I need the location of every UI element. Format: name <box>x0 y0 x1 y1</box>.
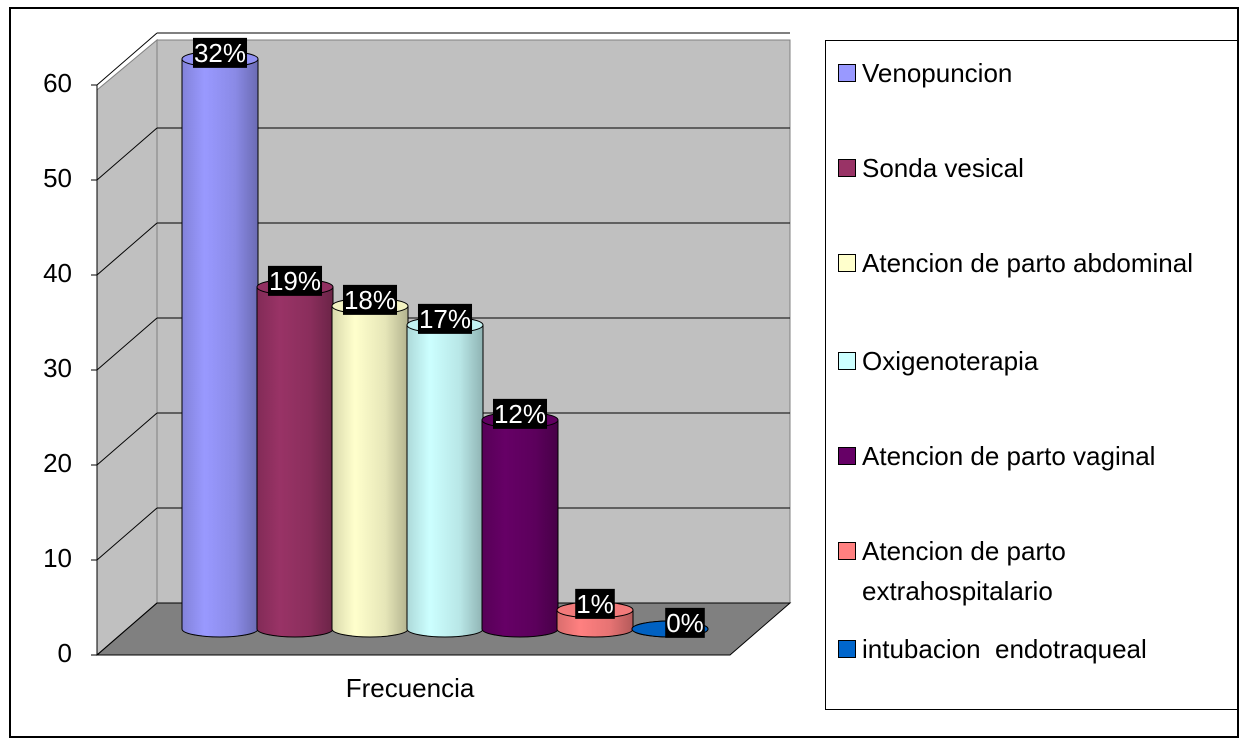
data-label: 19% <box>269 266 321 296</box>
legend-entry: Sonda vesical <box>838 148 1233 188</box>
legend-entry: Venopuncion <box>838 53 1233 93</box>
legend-label: Atencion de parto extrahospitalario <box>862 536 1074 606</box>
data-label-box <box>267 265 323 296</box>
legend-label: Sonda vesical <box>862 153 1024 183</box>
bar <box>407 325 483 629</box>
y-tick-label: 10 <box>43 543 72 573</box>
data-label-box <box>342 284 398 315</box>
legend-swatch <box>838 447 856 465</box>
legend-swatch <box>838 542 856 560</box>
y-tick-label: 60 <box>43 68 72 98</box>
data-label-box <box>192 37 248 68</box>
legend: Venopuncion Sonda vesical Atencion de part… <box>825 40 1238 710</box>
grid-line <box>96 127 158 181</box>
legend-swatch <box>838 352 856 370</box>
data-label: 32% <box>194 38 246 68</box>
y-tick-label: 0 <box>58 638 72 668</box>
data-label-box <box>575 588 615 619</box>
grid-line <box>96 507 158 561</box>
x-tick-label: Frecuencia <box>346 673 475 703</box>
data-label: 12% <box>494 399 546 429</box>
data-label: 0% <box>666 608 704 638</box>
grid-line <box>96 602 158 656</box>
legend-entry: intubacion endotraqueal <box>838 629 1233 669</box>
left-wall <box>96 38 158 657</box>
bar <box>257 287 333 629</box>
grid-line <box>96 222 158 276</box>
legend-swatch <box>838 640 856 658</box>
legend-entry: Oxigenoterapia <box>838 341 1233 381</box>
legend-label: Oxigenoterapia <box>862 346 1039 376</box>
grid-line <box>96 412 158 466</box>
legend-entry: Atencion de parto vaginal <box>838 436 1233 476</box>
legend-entry: Atencion de parto extrahospitalario <box>838 531 1233 611</box>
data-label-box <box>417 303 473 334</box>
y-tick-label: 20 <box>43 448 72 478</box>
legend-label: Atencion de parto abdominal <box>862 248 1194 278</box>
data-label: 17% <box>419 304 471 334</box>
y-tick-label: 30 <box>43 353 72 383</box>
legend-swatch <box>838 254 856 272</box>
legend-swatch <box>838 159 856 177</box>
bar <box>332 306 408 629</box>
bar <box>482 420 558 629</box>
legend-label: Venopuncion <box>862 58 1013 88</box>
bar <box>182 59 258 629</box>
grid-line <box>96 32 158 86</box>
frame <box>9 7 1239 738</box>
legend-entry: Atencion de parto abdominal <box>838 243 1233 283</box>
legend-label: intubacion endotraqueal <box>862 634 1147 664</box>
y-tick-label: 50 <box>43 163 72 193</box>
data-label: 1% <box>576 589 614 619</box>
data-label-box <box>665 607 705 638</box>
data-label-box <box>492 398 548 429</box>
legend-label: Atencion de parto vaginal <box>862 441 1156 471</box>
data-label: 18% <box>344 285 396 315</box>
y-tick-label: 40 <box>43 258 72 288</box>
grid-line <box>96 317 158 371</box>
legend-swatch <box>838 64 856 82</box>
